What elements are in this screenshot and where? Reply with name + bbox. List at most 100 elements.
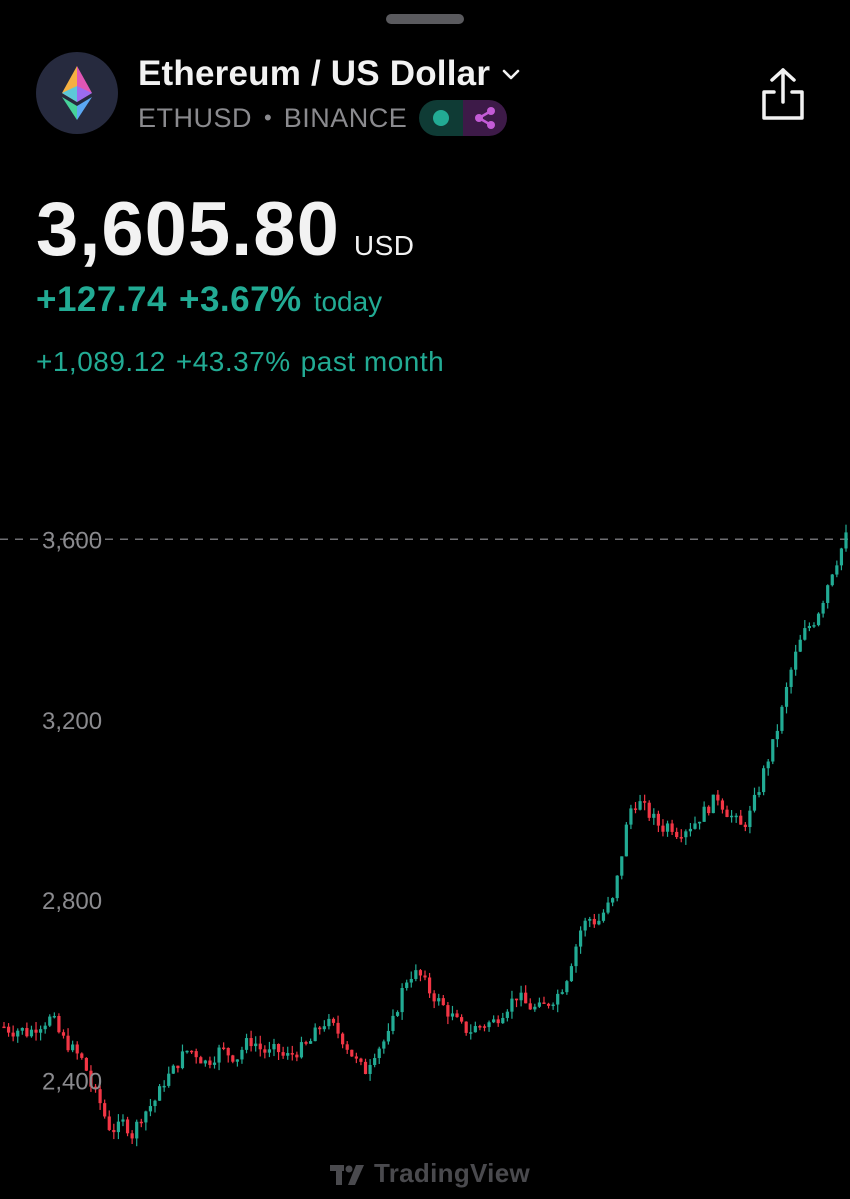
candle	[569, 963, 574, 982]
chevron-down-icon	[502, 69, 520, 80]
candle	[98, 1085, 102, 1110]
candle	[267, 1041, 272, 1058]
candle	[249, 1030, 253, 1052]
candle	[597, 913, 601, 926]
candle	[437, 993, 441, 1006]
candle	[135, 1119, 139, 1147]
candle	[670, 819, 674, 835]
candle	[34, 1022, 38, 1041]
y-axis-tick-label: 2,400	[42, 1069, 102, 1096]
candle	[697, 821, 702, 830]
candle	[231, 1054, 235, 1064]
candle	[734, 813, 738, 823]
candle	[80, 1052, 84, 1060]
candle	[578, 926, 583, 954]
candle	[725, 805, 729, 818]
candle	[148, 1098, 153, 1117]
candle	[414, 964, 418, 982]
candle	[514, 998, 519, 1008]
price-currency: USD	[353, 230, 415, 261]
candle	[748, 805, 752, 834]
candle	[180, 1044, 185, 1070]
candle	[167, 1066, 171, 1088]
last-price: 3,605.80	[36, 187, 340, 272]
candle	[752, 787, 757, 813]
candle	[839, 547, 844, 571]
candle	[702, 801, 706, 822]
candle	[611, 897, 615, 907]
candle	[130, 1130, 134, 1145]
candle	[345, 1041, 349, 1054]
candle	[176, 1065, 180, 1073]
candle	[583, 917, 587, 937]
candle	[212, 1056, 217, 1069]
share-network-icon	[463, 100, 508, 136]
separator-dot: •	[264, 105, 272, 130]
candle	[272, 1038, 276, 1057]
candle	[720, 798, 725, 814]
candle	[505, 1009, 509, 1022]
candle	[199, 1055, 203, 1064]
month-change: +1,089.12 +43.37% past month	[36, 346, 454, 378]
candle	[482, 1024, 487, 1032]
candle	[542, 996, 546, 1004]
candle	[222, 1042, 226, 1051]
symbol-ticker: ETHUSD	[138, 102, 253, 133]
candle	[382, 1039, 386, 1054]
tradingview-branding: TradingView	[330, 1158, 530, 1189]
month-label: past month	[300, 346, 445, 377]
candle	[798, 634, 802, 653]
candle	[775, 724, 779, 748]
candle	[6, 1023, 11, 1037]
candle	[61, 1029, 66, 1039]
candle	[812, 622, 816, 629]
candle	[455, 1009, 459, 1018]
candle	[208, 1056, 212, 1069]
candle	[29, 1025, 34, 1038]
candle	[546, 1002, 551, 1009]
candle	[492, 1015, 496, 1024]
candle	[652, 808, 656, 825]
candle	[52, 1012, 56, 1019]
candle	[711, 794, 715, 814]
candle	[240, 1046, 244, 1064]
drag-handle[interactable]	[386, 14, 464, 24]
candle	[308, 1038, 313, 1044]
today-change-value: +127.74	[36, 280, 167, 319]
candle	[464, 1021, 468, 1036]
candle	[103, 1099, 107, 1119]
candle	[66, 1028, 70, 1053]
candle	[43, 1022, 47, 1034]
symbol-title-button[interactable]: Ethereum / US Dollar	[138, 54, 522, 94]
candle	[821, 600, 825, 618]
candle	[386, 1023, 390, 1045]
symbol-title: Ethereum / US Dollar	[138, 54, 491, 93]
share-icon[interactable]	[756, 66, 810, 124]
candle	[661, 819, 665, 837]
y-axis-tick-label: 3,600	[42, 527, 102, 554]
candle	[304, 1040, 308, 1046]
candle	[125, 1116, 130, 1137]
y-axis-tick-label: 2,800	[42, 888, 102, 915]
candle	[322, 1020, 326, 1032]
candle	[592, 913, 596, 928]
candle	[766, 758, 770, 776]
candle	[684, 829, 688, 845]
candle	[533, 1003, 537, 1012]
price-block: 3,605.80 USD	[36, 186, 414, 273]
candle	[276, 1043, 281, 1061]
candle	[729, 810, 734, 823]
candle	[450, 1005, 455, 1021]
candle	[688, 823, 693, 837]
candle	[501, 1012, 505, 1024]
status-badge[interactable]	[419, 100, 508, 136]
price-chart[interactable]: 3,600 3,200 2,800 2,400	[0, 440, 850, 1180]
tradingview-logo-icon	[330, 1164, 364, 1185]
candle	[638, 794, 642, 811]
candle	[395, 1010, 400, 1017]
candle	[830, 573, 834, 587]
candle	[528, 998, 532, 1010]
candle	[162, 1080, 166, 1092]
candle	[368, 1059, 372, 1081]
candle	[844, 524, 848, 552]
